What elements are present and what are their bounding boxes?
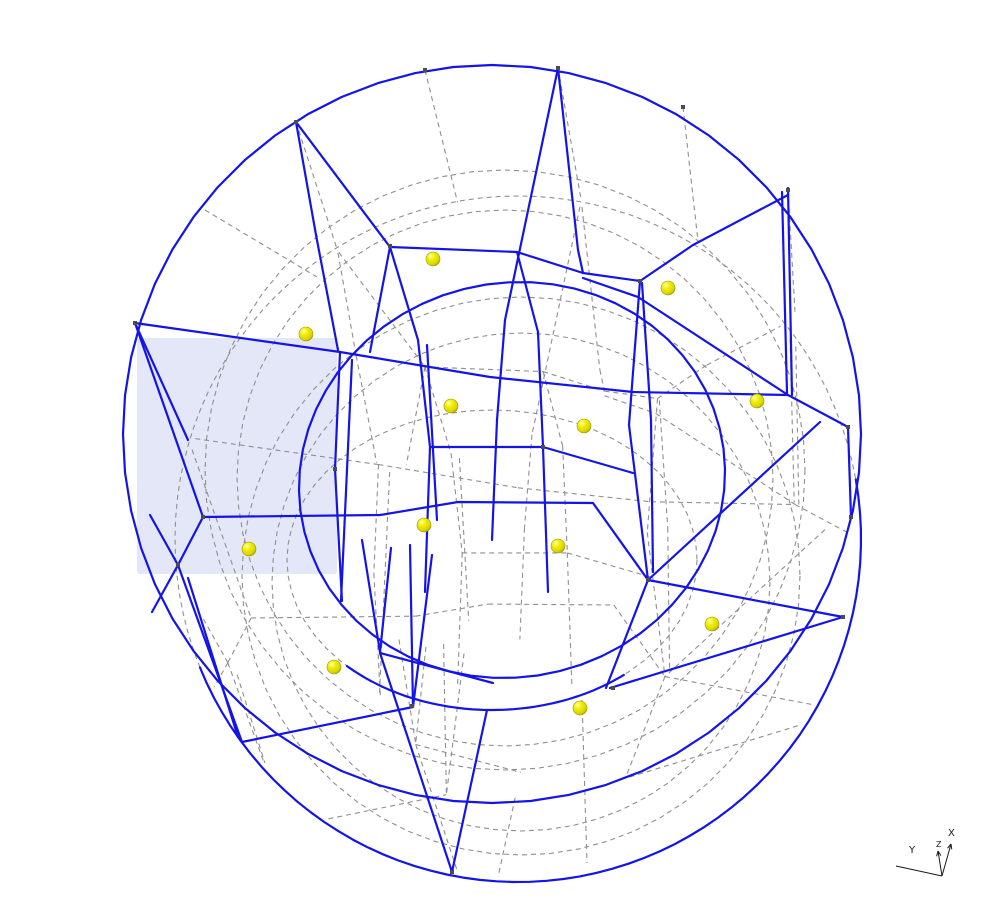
cut-edge [450,708,489,874]
cut-edge [201,500,650,582]
cut-edge [604,578,650,690]
vertex-dot[interactable] [841,615,845,619]
vertex-marker-sphere[interactable] [576,418,592,434]
cut-edge [786,186,794,397]
vertex-markers [241,251,765,716]
vertex-dot[interactable] [849,515,853,519]
cut-edge [490,418,499,542]
vertex-dot[interactable] [611,686,615,690]
cut-edge [627,279,650,582]
vertex-dots [133,66,853,874]
vertex-dot[interactable] [201,515,205,519]
axis-line-z [937,850,943,877]
vertex-dot[interactable] [786,188,790,192]
vertex-dot[interactable] [681,105,685,109]
cut-edge [176,515,205,567]
cut-edge [378,546,393,654]
cut-edge [388,245,432,594]
vertex-marker-sphere[interactable] [572,700,588,716]
axis-arrowhead-z [936,850,942,857]
vertex-dot[interactable] [388,244,392,248]
cut-edge [541,445,635,475]
cut-edge [581,276,790,397]
cut-edge [536,330,550,594]
cut-edge [148,513,180,567]
silhouette-wall-edge [133,321,190,442]
cut-edge [646,420,822,582]
inner-bottom-arc [345,665,625,712]
cut-edge [186,576,240,739]
vertex-marker-sphere[interactable] [326,659,342,675]
vertex-dot[interactable] [294,120,298,124]
vertex-marker-sphere[interactable] [749,393,765,409]
vertex-marker-sphere[interactable] [416,517,432,533]
cut-edge [638,193,790,283]
axis-line-y [895,865,943,877]
outer-bottom-rim-arc [198,478,862,884]
cut-edge [133,321,850,429]
cut-edge [608,615,845,690]
cut-edge [378,651,454,874]
cut-edge [368,245,392,354]
vertex-marker-sphere[interactable] [443,398,459,414]
inner-top-circle [297,281,727,679]
cut-edge [133,321,205,519]
vertex-marker-sphere[interactable] [660,280,676,296]
cut-edge [240,705,415,744]
axis-arrowhead-x [947,843,953,850]
cut-edge [556,66,585,275]
cut-edge [388,245,642,283]
cut-edge [646,578,845,619]
vertex-marker-sphere[interactable] [425,251,441,267]
vertex-dot[interactable] [450,870,454,874]
cut-edge [339,358,354,603]
axis-label-x: X [948,828,955,839]
cut-edge [150,563,180,614]
cut-edge [408,543,415,709]
cut-edge [360,538,382,654]
vertex-dot[interactable] [423,68,427,72]
cut-edge [378,651,495,685]
orientation-triad: X Y Z [895,828,955,877]
vertex-dot[interactable] [646,578,650,582]
vertex-dot[interactable] [541,445,545,449]
vertex-dot[interactable] [846,425,850,429]
outer-top-rim-circle [121,63,863,805]
vertex-dot[interactable] [556,66,560,70]
axis-label-y: Y [908,845,916,856]
cut-edge [780,190,789,395]
cut-edge [294,120,340,352]
vertex-dot[interactable] [638,279,642,283]
cut-edge [495,66,560,422]
visible-edges [121,63,863,884]
silhouette-wall-edge [846,425,853,519]
vertex-dot[interactable] [176,563,180,567]
axis-line-x [941,843,952,877]
cut-edge [411,553,434,709]
cut-edge [425,343,439,522]
vertex-marker-sphere[interactable] [298,326,314,342]
vertex-dot[interactable] [133,321,137,325]
axis-label-z: Z [936,840,942,849]
cut-edge [294,120,392,249]
vertex-marker-sphere[interactable] [550,538,566,554]
vertex-dot[interactable] [333,467,337,471]
vertex-marker-sphere[interactable] [704,616,720,632]
cut-edge [640,281,655,574]
cut-edge [515,250,540,334]
vertex-marker-sphere[interactable] [241,541,257,557]
vertex-dot[interactable] [410,704,414,708]
